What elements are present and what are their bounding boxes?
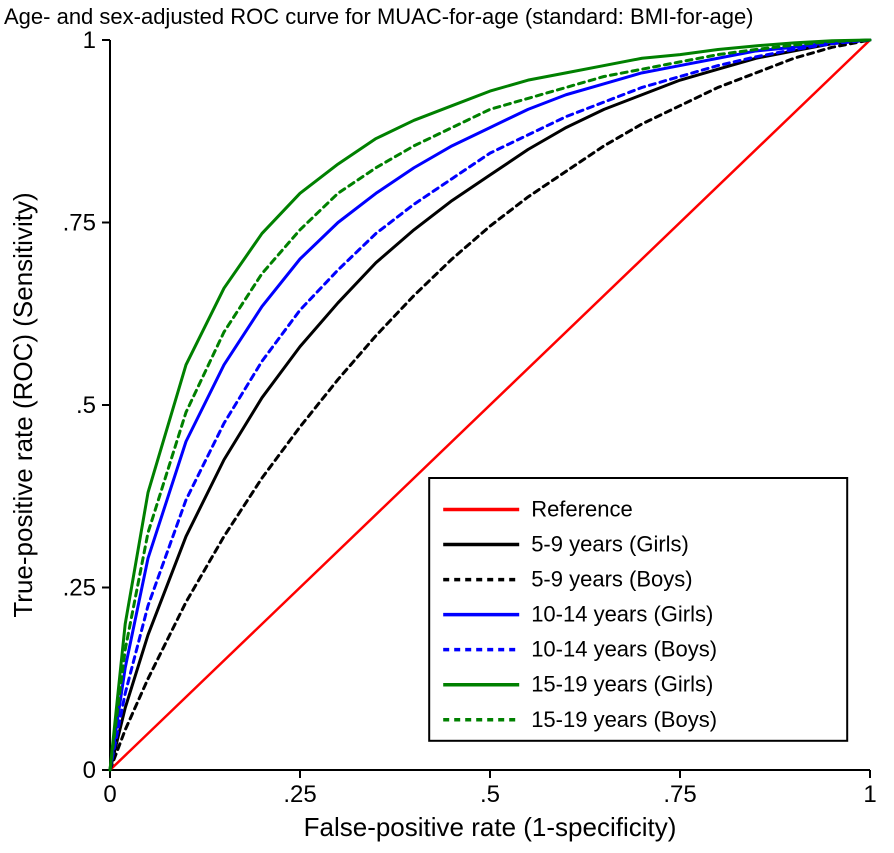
legend-label: 15-19 years (Girls) <box>531 672 713 697</box>
x-tick-label: 1 <box>863 781 876 808</box>
x-tick-label: .75 <box>663 781 696 808</box>
y-axis-label: True-positive rate (ROC) (Sensitivity) <box>8 192 38 617</box>
y-tick-label: .75 <box>63 210 96 237</box>
legend-label: 5-9 years (Boys) <box>531 567 692 592</box>
legend-label: 10-14 years (Boys) <box>531 637 717 662</box>
y-tick-label: .5 <box>76 392 96 419</box>
y-tick-label: 0 <box>83 757 96 784</box>
y-tick-label: 1 <box>83 27 96 54</box>
legend-label: Reference <box>531 497 633 522</box>
chart-title: Age- and sex-adjusted ROC curve for MUAC… <box>4 4 754 29</box>
x-tick-label: .25 <box>283 781 316 808</box>
legend-label: 5-9 years (Girls) <box>531 532 689 557</box>
legend-label: 15-19 years (Boys) <box>531 707 717 732</box>
legend-label: 10-14 years (Girls) <box>531 602 713 627</box>
x-tick-label: 0 <box>103 781 116 808</box>
y-tick-label: .25 <box>63 575 96 602</box>
x-tick-label: .5 <box>480 781 500 808</box>
x-axis-label: False-positive rate (1-specificity) <box>304 812 677 842</box>
roc-chart: Age- and sex-adjusted ROC curve for MUAC… <box>0 0 894 853</box>
